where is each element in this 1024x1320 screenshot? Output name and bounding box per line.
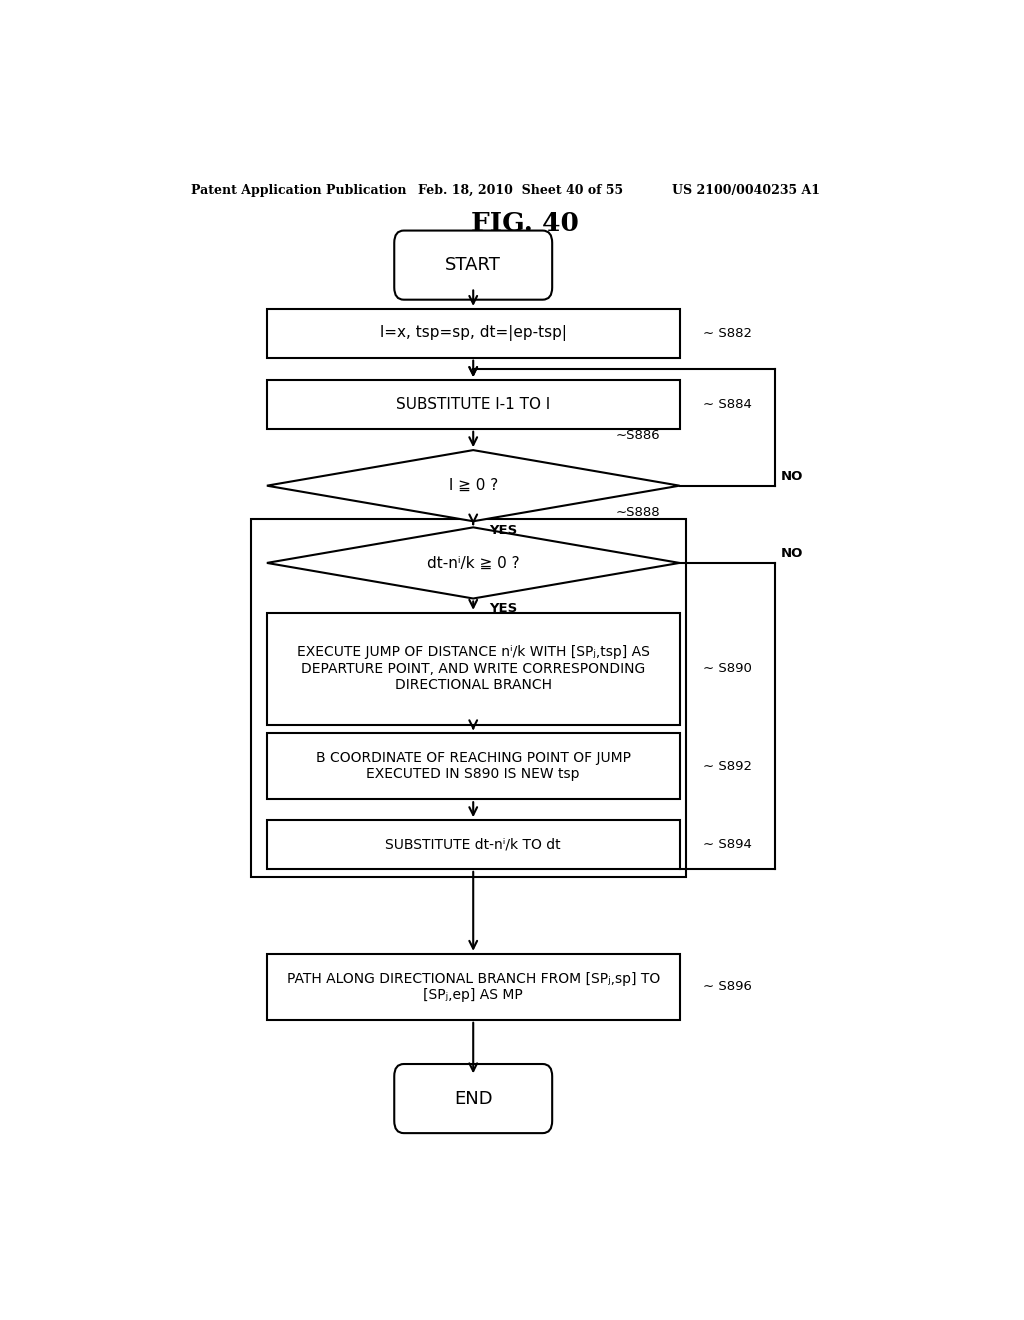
FancyBboxPatch shape [394,231,552,300]
Text: ∼S888: ∼S888 [616,507,660,519]
Bar [267,309,680,358]
Text: ∼ S882: ∼ S882 [703,327,753,339]
Polygon shape [267,528,680,598]
Text: START: START [445,256,501,275]
Bar [267,820,680,869]
Text: YES: YES [489,524,517,537]
Text: END: END [454,1089,493,1107]
Bar [267,612,680,725]
Text: NO: NO [781,470,804,483]
Text: EXECUTE JUMP OF DISTANCE nⁱ/k WITH [SPⱼ,tsp] AS
DEPARTURE POINT, AND WRITE CORRE: EXECUTE JUMP OF DISTANCE nⁱ/k WITH [SPⱼ,… [297,645,649,692]
Bar [267,380,680,429]
Text: ∼ S892: ∼ S892 [703,760,753,772]
Text: SUBSTITUTE l-1 TO l: SUBSTITUTE l-1 TO l [396,397,550,412]
Bar [267,954,680,1020]
Polygon shape [267,450,680,521]
Text: dt-nⁱ/k ≧ 0 ?: dt-nⁱ/k ≧ 0 ? [427,556,519,570]
Text: ∼ S890: ∼ S890 [703,663,753,675]
Text: YES: YES [489,602,517,615]
Text: B COORDINATE OF REACHING POINT OF JUMP
EXECUTED IN S890 IS NEW tsp: B COORDINATE OF REACHING POINT OF JUMP E… [315,751,631,781]
Text: FIG. 40: FIG. 40 [471,211,579,236]
Text: ∼S886: ∼S886 [616,429,660,442]
Text: l=x, tsp=sp, dt=|ep-tsp|: l=x, tsp=sp, dt=|ep-tsp| [380,325,566,342]
Bar [251,519,686,876]
Bar [267,733,680,799]
Text: PATH ALONG DIRECTIONAL BRANCH FROM [SPⱼ,sp] TO
[SPⱼ,ep] AS MP: PATH ALONG DIRECTIONAL BRANCH FROM [SPⱼ,… [287,972,659,1002]
FancyBboxPatch shape [394,1064,552,1133]
Text: NO: NO [781,546,804,560]
Text: SUBSTITUTE dt-nⁱ/k TO dt: SUBSTITUTE dt-nⁱ/k TO dt [385,837,561,851]
Text: Feb. 18, 2010  Sheet 40 of 55: Feb. 18, 2010 Sheet 40 of 55 [418,183,623,197]
Text: Patent Application Publication: Patent Application Publication [191,183,407,197]
Text: ∼ S884: ∼ S884 [703,397,753,411]
Text: ∼ S894: ∼ S894 [703,838,753,851]
Text: ∼ S896: ∼ S896 [703,981,753,993]
Text: l ≧ 0 ?: l ≧ 0 ? [449,478,498,494]
Text: US 2100/0040235 A1: US 2100/0040235 A1 [672,183,819,197]
